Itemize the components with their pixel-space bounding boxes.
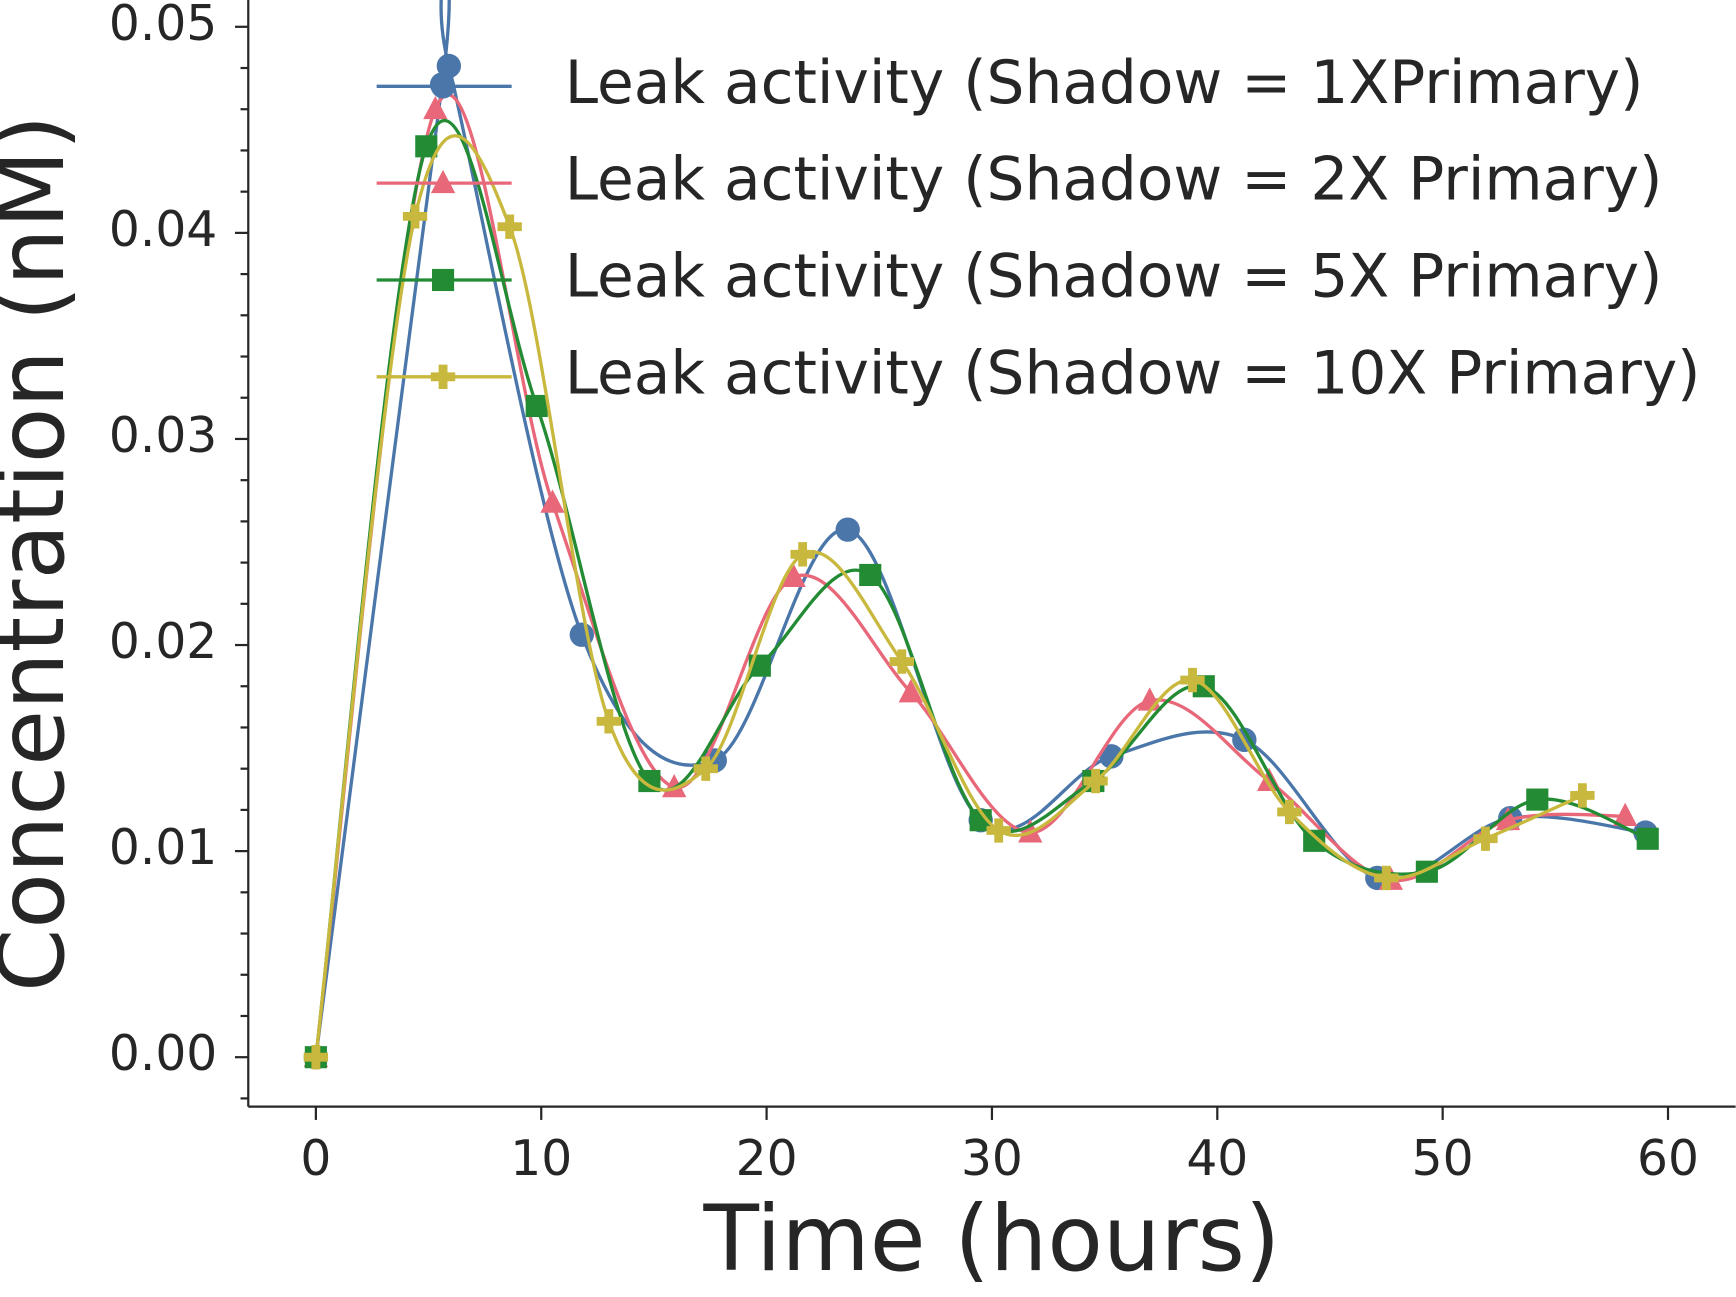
marker <box>1613 802 1638 827</box>
legend-marker <box>430 74 456 99</box>
marker <box>1083 768 1108 794</box>
legend-marker <box>430 169 456 194</box>
marker <box>540 489 565 513</box>
series-line <box>314 0 1646 1058</box>
legend-entry: Leak activity (Shadow = 5X Primary) <box>376 243 1663 312</box>
marker <box>1099 744 1124 769</box>
marker <box>436 53 462 79</box>
x-tick-label: 10 <box>510 1131 572 1187</box>
marker <box>1570 783 1595 808</box>
x-tick-label: 20 <box>736 1131 798 1187</box>
legend-label: Leak activity (Shadow = 1XPrimary) <box>565 49 1644 118</box>
marker <box>693 756 718 781</box>
x-tick-label: 50 <box>1412 1131 1474 1187</box>
x-axis-label: Time (hours) <box>703 1187 1281 1292</box>
marker <box>898 679 923 703</box>
marker <box>402 204 428 229</box>
x-tick-label: 60 <box>1637 1131 1699 1187</box>
marker <box>986 818 1011 843</box>
series-line <box>314 134 1584 1058</box>
marker <box>1636 827 1659 850</box>
marker <box>1374 865 1399 891</box>
x-tick-label: 30 <box>961 1131 1023 1187</box>
y-axis-label: Concentration (nM) <box>0 115 85 992</box>
y-tick-label: 0.00 <box>109 1026 217 1082</box>
marker <box>1180 667 1205 693</box>
marker <box>423 95 448 120</box>
marker <box>596 709 622 734</box>
legend-marker <box>431 268 455 292</box>
legend-entry: Leak activity (Shadow = 1XPrimary) <box>376 49 1644 118</box>
legend-label: Leak activity (Shadow = 10X Primary) <box>565 339 1701 408</box>
marker <box>638 769 661 793</box>
marker <box>303 1045 329 1070</box>
marker <box>835 517 860 542</box>
legend-label: Leak activity (Shadow = 2X Primary) <box>565 146 1663 215</box>
marker <box>1495 806 1521 831</box>
marker <box>969 809 992 832</box>
marker <box>1526 788 1549 811</box>
marker <box>415 135 438 158</box>
series-line <box>314 93 1626 1058</box>
y-tick-label: 0.04 <box>109 202 217 258</box>
marker <box>525 394 548 418</box>
legend-marker <box>430 364 456 389</box>
marker <box>781 563 806 587</box>
marker <box>790 542 815 567</box>
legend-entry: Leak activity (Shadow = 2X Primary) <box>376 146 1663 215</box>
marker <box>859 563 882 587</box>
y-tick-label: 0.05 <box>109 0 217 52</box>
x-tick-label: 0 <box>300 1131 331 1187</box>
marker <box>497 214 522 239</box>
marker <box>889 649 914 674</box>
x-tick-label: 40 <box>1186 1131 1248 1187</box>
marker <box>1303 829 1326 852</box>
legend-label: Leak activity (Shadow = 5X Primary) <box>565 243 1663 312</box>
marker <box>1277 799 1302 825</box>
marker <box>1473 826 1498 851</box>
legend-entry: Leak activity (Shadow = 10X Primary) <box>376 339 1701 408</box>
y-tick-label: 0.02 <box>109 614 217 670</box>
y-tick-label: 0.01 <box>109 820 217 876</box>
y-tick-label: 0.03 <box>109 408 217 464</box>
